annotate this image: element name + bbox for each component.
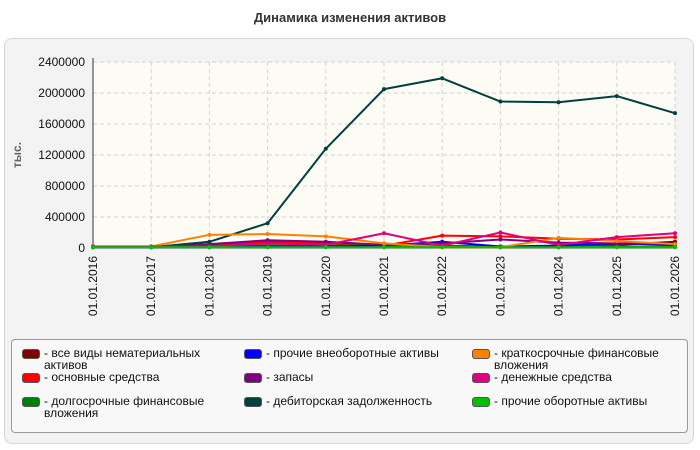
legend-swatch (472, 397, 490, 407)
x-tick-label: 01.01.2016 (86, 256, 100, 316)
data-point (265, 245, 270, 250)
x-tick-label: 01.01.2024 (552, 256, 566, 316)
x-tick-label: 01.01.2017 (144, 256, 158, 316)
data-point (498, 234, 503, 239)
data-point (556, 245, 561, 250)
data-point (323, 245, 328, 250)
grid (93, 61, 676, 248)
data-point (265, 238, 270, 243)
data-point (673, 231, 677, 236)
legend-label: - долгосрочные финансовые вложения (44, 394, 205, 420)
legend-label: - основные средства (44, 370, 160, 384)
data-point (207, 245, 212, 250)
data-point (323, 146, 328, 151)
data-point (382, 241, 386, 246)
legend-item: - прочие внеоборотные активы (244, 347, 464, 359)
data-point (440, 245, 445, 250)
data-point (323, 239, 328, 244)
legend-label: - краткосрочные финансовые вложения (494, 346, 659, 372)
data-point (673, 245, 677, 250)
x-tick-label: 01.01.2025 (610, 256, 624, 316)
y-tick-label: 2400000 (38, 55, 85, 69)
legend-item: - денежные средства (472, 371, 684, 383)
data-point (673, 242, 677, 247)
legend-item: - долгосрочные финансовые вложения (22, 395, 222, 419)
data-point (149, 245, 154, 250)
y-axis-label: тыс. (10, 142, 24, 168)
legend-item: - краткосрочные финансовые вложения (472, 347, 684, 371)
tick-labels: 0 400000 800000 1200000 1600000 2000000 240000… (10, 55, 682, 316)
series-lines (91, 76, 677, 250)
chart-title: Динамика изменения активов (253, 10, 447, 25)
data-point (498, 237, 503, 242)
x-tick-label: 01.01.2022 (435, 256, 449, 316)
data-point (498, 230, 503, 235)
legend-swatch (22, 373, 40, 383)
data-point (382, 231, 386, 236)
legend-swatch (22, 349, 40, 359)
data-point (382, 245, 386, 250)
x-tick-label: 01.01.2019 (261, 256, 275, 316)
y-tick-label: 400000 (45, 210, 85, 224)
data-point (614, 235, 619, 240)
data-point (265, 241, 270, 246)
x-tick-label: 01.01.2020 (319, 256, 333, 316)
legend-swatch (22, 397, 40, 407)
data-point (556, 235, 561, 240)
x-tick-label: 01.01.2018 (202, 256, 216, 316)
legend-label: - денежные средства (494, 370, 612, 384)
legend-label: - прочие внеоборотные активы (266, 346, 439, 360)
data-point (382, 87, 386, 92)
legend-swatch (244, 397, 262, 407)
legend-item: - запасы (244, 371, 464, 383)
x-tick-label: 01.01.2021 (377, 256, 391, 316)
y-tick-label: 0 (78, 241, 85, 255)
data-point (614, 245, 619, 250)
data-point (265, 221, 270, 226)
y-tick-label: 1200000 (38, 148, 85, 162)
data-point (498, 245, 503, 250)
legend-label: - прочие оборотные активы (494, 394, 648, 408)
legend-swatch (244, 349, 262, 359)
legend: - все виды нематериальных активов - основ… (11, 339, 688, 433)
data-point (673, 235, 677, 240)
legend-item: - все виды нематериальных активов (22, 347, 222, 371)
legend-label: - дебиторская задолженность (266, 394, 433, 408)
data-point (440, 233, 445, 238)
data-point (440, 76, 445, 81)
y-tick-label: 1600000 (38, 117, 85, 131)
data-point (673, 111, 677, 116)
data-point (91, 245, 95, 250)
data-point (207, 232, 212, 237)
data-point (556, 100, 561, 105)
x-tick-label: 01.01.2026 (668, 256, 682, 316)
x-tick-label: 01.01.2023 (493, 256, 507, 316)
legend-label: - запасы (266, 370, 314, 384)
legend-swatch (472, 349, 490, 359)
legend-item: - основные средства (22, 371, 222, 383)
legend-item: - прочие оборотные активы (472, 395, 684, 407)
data-point (265, 232, 270, 237)
legend-swatch (472, 373, 490, 383)
legend-item: - дебиторская задолженность (244, 395, 464, 407)
legend-label: - все виды нематериальных активов (44, 346, 201, 372)
data-point (498, 99, 503, 104)
data-point (614, 94, 619, 99)
data-point (207, 239, 212, 244)
data-point (323, 234, 328, 239)
y-tick-label: 2000000 (38, 86, 85, 100)
y-tick-label: 800000 (45, 179, 85, 193)
data-point (614, 239, 619, 244)
legend-swatch (244, 373, 262, 383)
